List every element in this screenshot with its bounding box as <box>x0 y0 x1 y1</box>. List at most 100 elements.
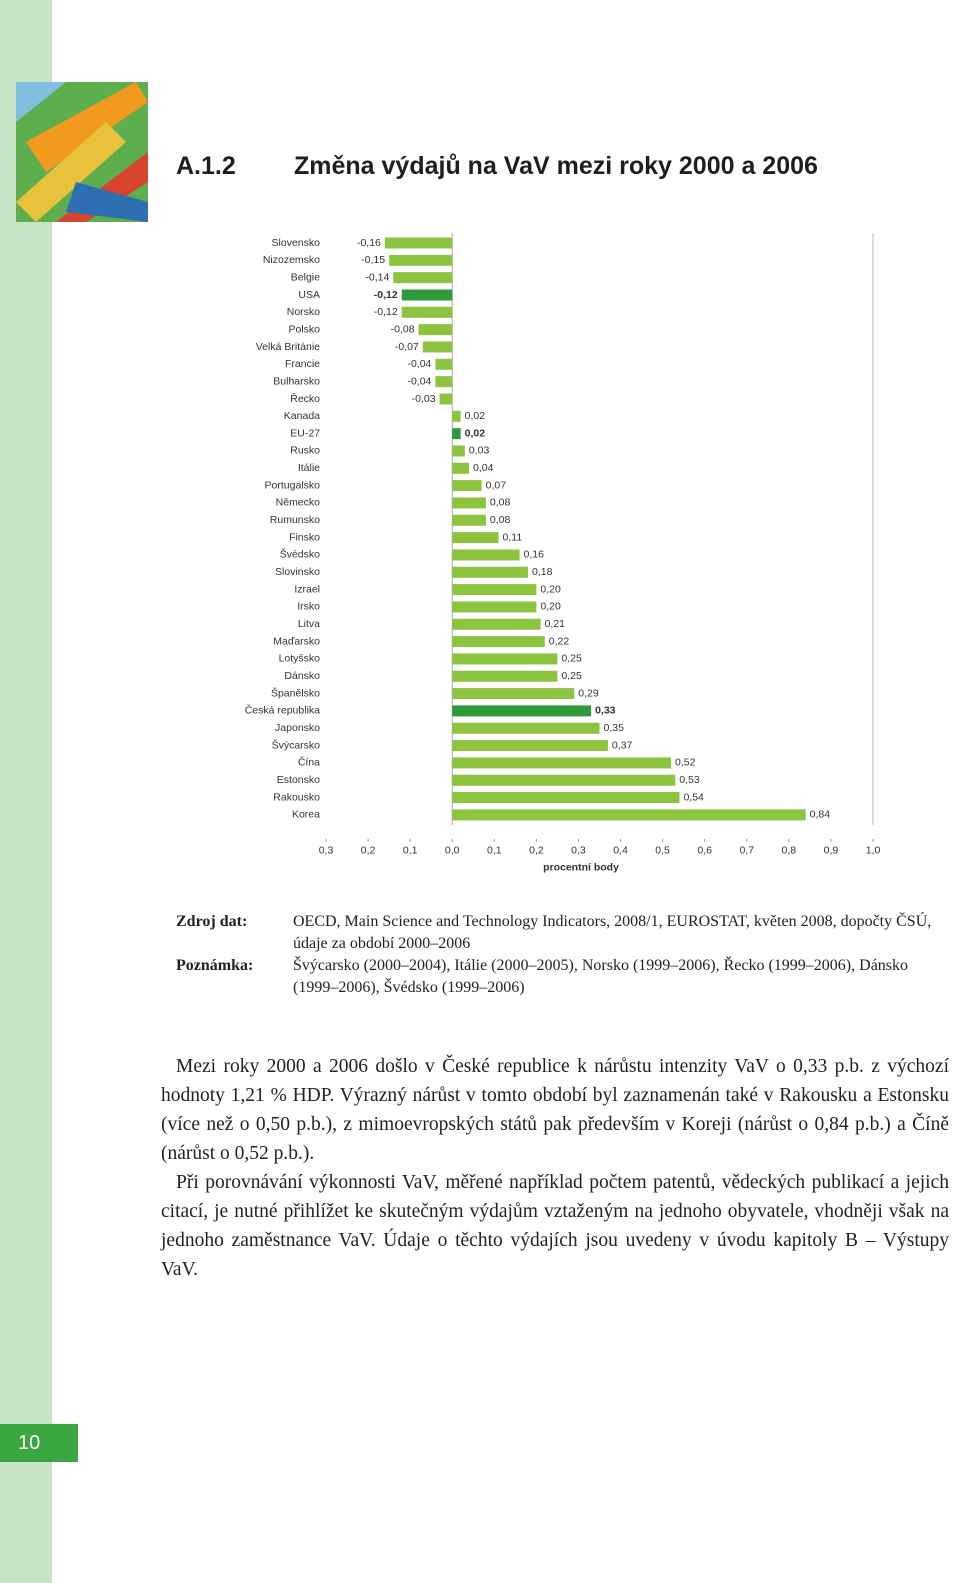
category-label: Norsko <box>287 306 320 318</box>
bar <box>452 428 461 440</box>
section-number: A.1.2 <box>176 152 236 180</box>
x-tick-label: 0,2 <box>529 845 544 857</box>
image-art <box>16 82 148 222</box>
bar <box>384 237 453 249</box>
category-label: Řecko <box>290 392 320 405</box>
x-tick-label: 0,4 <box>613 845 628 857</box>
bar <box>401 306 453 318</box>
category-label: Finsko <box>289 531 320 543</box>
value-label: 0,35 <box>604 722 625 734</box>
category-label: Švýcarsko <box>272 738 321 751</box>
bar <box>452 653 558 665</box>
section-title: Změna výdajů na VaV mezi roky 2000 a 200… <box>294 152 818 180</box>
x-tick-label: 0,2 <box>361 845 376 857</box>
bar <box>435 376 453 388</box>
category-label: Španělsko <box>271 686 320 699</box>
category-label: Nizozemsko <box>263 254 320 266</box>
bar <box>439 393 453 405</box>
value-label: -0,16 <box>357 237 381 249</box>
value-label: 0,20 <box>540 601 561 613</box>
bar <box>452 705 592 717</box>
page-number: 10 <box>0 1424 78 1462</box>
body-text: Mezi roky 2000 a 2006 došlo v České repu… <box>161 1052 949 1284</box>
category-label: Rakousko <box>273 791 320 803</box>
value-label: -0,12 <box>374 306 398 318</box>
category-label: Dánsko <box>284 670 320 682</box>
decorative-image <box>16 82 148 222</box>
bar <box>452 445 465 457</box>
bar <box>452 774 676 786</box>
category-label: Slovinsko <box>275 566 320 578</box>
category-label: Japonsko <box>275 722 320 734</box>
value-label: 0,20 <box>540 583 561 595</box>
value-label: -0,14 <box>365 271 389 283</box>
value-label: 0,52 <box>675 757 696 769</box>
bar <box>452 584 537 596</box>
bar <box>452 809 806 821</box>
value-label: -0,07 <box>395 341 419 353</box>
category-label: Švédsko <box>280 548 320 561</box>
category-label: Irsko <box>297 601 320 613</box>
source-block: Zdroj dat: OECD, Main Science and Technol… <box>176 911 946 999</box>
category-label: EU-27 <box>290 427 320 439</box>
value-label: -0,03 <box>412 393 436 405</box>
x-tick-label: 0,5 <box>655 845 670 857</box>
x-tick-label: 0,1 <box>487 845 502 857</box>
category-label: Belgie <box>291 271 320 283</box>
value-label: 0,08 <box>490 514 511 526</box>
value-label: 0,11 <box>503 531 523 543</box>
category-label: Čína <box>298 756 320 769</box>
category-label: Lotyšsko <box>279 653 321 665</box>
value-label: 0,07 <box>486 479 507 491</box>
bar <box>422 341 453 353</box>
bar <box>452 618 541 630</box>
value-label: 0,29 <box>578 687 599 699</box>
value-label: -0,08 <box>391 323 415 335</box>
value-label: -0,12 <box>374 289 398 301</box>
x-tick-label: 0,3 <box>319 845 334 857</box>
category-label: Bulharsko <box>273 375 320 387</box>
bar <box>418 324 453 336</box>
category-label: Izrael <box>294 583 320 595</box>
category-label: Litva <box>298 618 320 630</box>
bar <box>452 688 575 700</box>
category-label: Itálie <box>298 462 320 474</box>
paragraph: Při porovnávání výkonnosti VaV, měřené n… <box>161 1172 949 1280</box>
value-label: 0,84 <box>810 809 831 821</box>
value-label: 0,22 <box>549 635 570 647</box>
bar <box>452 566 528 578</box>
bar <box>452 792 680 804</box>
value-label: 0,25 <box>561 670 582 682</box>
x-tick-label: 0,3 <box>571 845 586 857</box>
value-label: 0,33 <box>595 705 616 717</box>
category-label: Polsko <box>288 323 320 335</box>
bar <box>452 757 672 769</box>
bar <box>401 289 453 301</box>
bar <box>452 532 499 544</box>
value-label: 0,08 <box>490 497 511 509</box>
side-strip <box>0 0 52 1583</box>
x-tick-label: 0,0 <box>445 845 460 857</box>
x-axis-title: procentní body <box>543 862 619 874</box>
bar <box>452 480 482 492</box>
paragraph: Mezi roky 2000 a 2006 došlo v České repu… <box>161 1056 949 1164</box>
category-label: Německo <box>276 497 321 509</box>
x-tick-label: 0,8 <box>782 845 797 857</box>
note-text: Švýcarsko (2000–2004), Itálie (2000–2005… <box>293 957 909 996</box>
category-label: Portugalsko <box>265 479 321 491</box>
category-label: Česká republika <box>245 704 320 717</box>
bar <box>452 497 486 509</box>
x-tick-label: 0,1 <box>403 845 418 857</box>
value-label: -0,04 <box>407 375 431 387</box>
x-tick-label: 0,6 <box>697 845 712 857</box>
category-label: Rusko <box>290 445 320 457</box>
value-label: -0,15 <box>361 254 385 266</box>
category-label: Korea <box>292 809 320 821</box>
x-tick-label: 0,7 <box>739 845 754 857</box>
x-tick-label: 0,9 <box>824 845 839 857</box>
value-label: 0,25 <box>561 653 582 665</box>
value-label: 0,18 <box>532 566 553 578</box>
category-label: Rumunsko <box>270 514 320 526</box>
bar <box>389 254 453 266</box>
